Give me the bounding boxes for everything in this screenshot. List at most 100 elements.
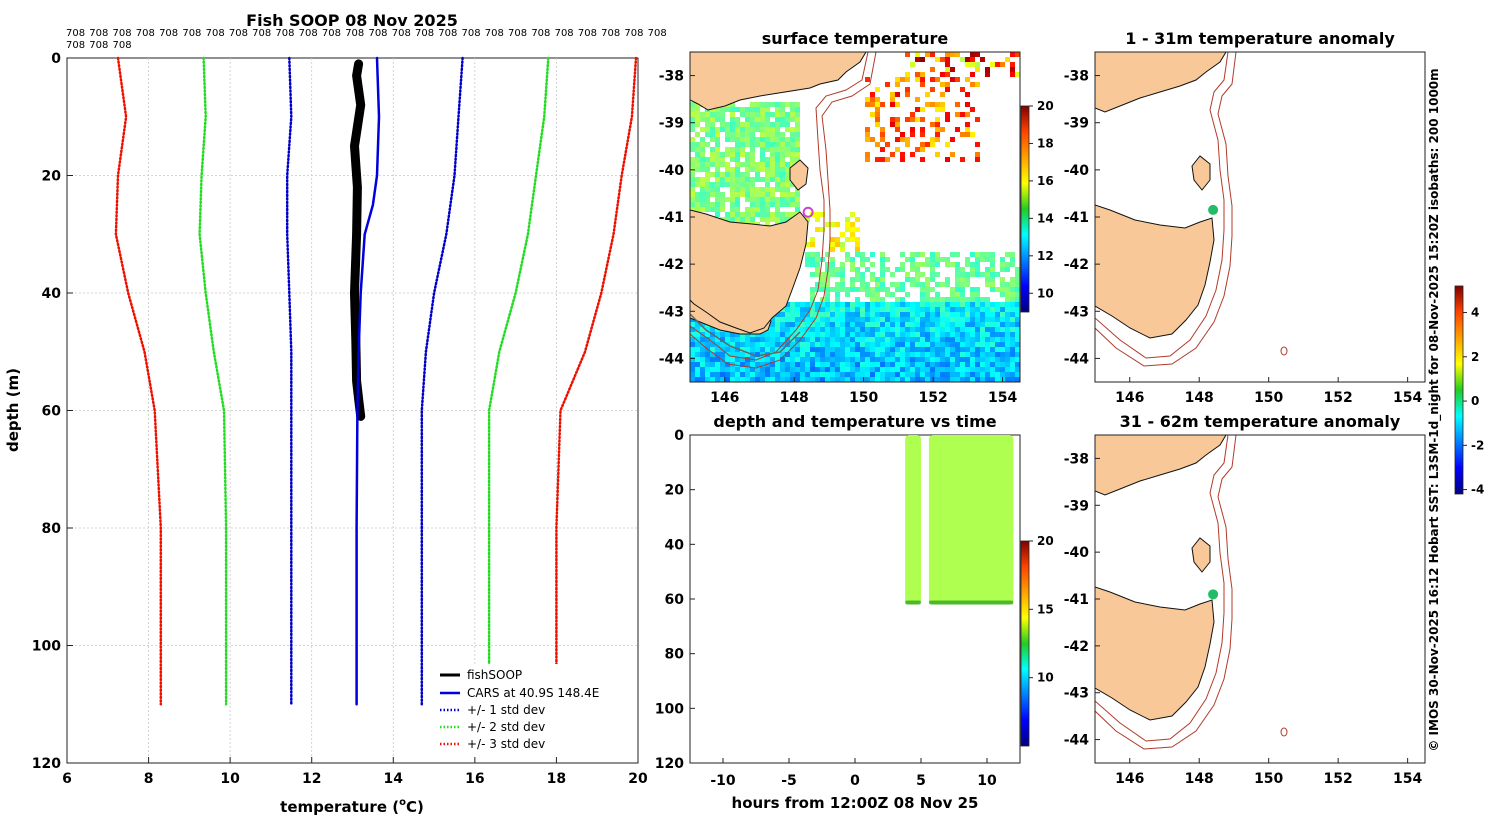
sst-cell: [760, 372, 765, 377]
sst-cell: [1000, 312, 1005, 317]
sst-cell: [735, 377, 740, 382]
sst-cell: [790, 352, 795, 357]
sst-cell: [795, 122, 800, 127]
sst-cell: [950, 307, 955, 312]
sst-cell: [960, 287, 965, 292]
sst-cell: [875, 117, 880, 122]
sst-cell: [980, 272, 985, 277]
sst-cell: [920, 107, 925, 112]
x-tick-label: 146: [710, 390, 739, 406]
sst-cell: [780, 167, 785, 172]
sst-cell: [770, 327, 775, 332]
sst-cell: [750, 182, 755, 187]
sst-cell: [815, 362, 820, 367]
sst-cell: [895, 352, 900, 357]
sst-cell: [950, 357, 955, 362]
sst-cell: [785, 197, 790, 202]
sst-cell: [785, 117, 790, 122]
sst-cell: [710, 112, 715, 117]
sst-cell: [1010, 352, 1015, 357]
sst-cell: [785, 217, 790, 222]
sst-cell: [895, 302, 900, 307]
sst-cell: [920, 287, 925, 292]
sst-cell: [975, 287, 980, 292]
sst-cell: [825, 222, 830, 227]
sst-cell: [805, 302, 810, 307]
sst-cell: [735, 337, 740, 342]
sst-cell: [900, 77, 905, 82]
sst-cell: [730, 157, 735, 162]
sst-cell: [905, 322, 910, 327]
sst-cell: [730, 347, 735, 352]
sst-cell: [925, 262, 930, 267]
sst-cell: [960, 352, 965, 357]
sst-cell: [930, 277, 935, 282]
sst-cell: [885, 347, 890, 352]
sst-cell: [1000, 267, 1005, 272]
sst-cell: [865, 352, 870, 357]
colorbar-tick-label: 2: [1471, 350, 1479, 364]
sst-cell: [940, 342, 945, 347]
sst-cell: [940, 362, 945, 367]
sst-cell: [910, 332, 915, 337]
sst-cell: [770, 167, 775, 172]
sst-cell: [870, 292, 875, 297]
sst-cell: [760, 332, 765, 337]
sst-cell: [855, 252, 860, 257]
sst-cell: [790, 117, 795, 122]
sst-cell: [925, 302, 930, 307]
sst-cell: [785, 172, 790, 177]
sst-cell: [695, 107, 700, 112]
sst-cell: [850, 277, 855, 282]
sst-cell: [985, 332, 990, 337]
sst-cell: [755, 102, 760, 107]
sst-cell: [765, 192, 770, 197]
sst-cell: [845, 352, 850, 357]
sst-cell: [955, 277, 960, 282]
sst-cell: [1005, 57, 1010, 62]
sst-cell: [765, 122, 770, 127]
sst-cell: [875, 122, 880, 127]
y-tick-label: 20: [42, 169, 62, 185]
sst-cell: [985, 347, 990, 352]
sst-cell: [970, 302, 975, 307]
sst-cell: [760, 202, 765, 207]
sst-cell: [760, 132, 765, 137]
sst-cell: [765, 217, 770, 222]
sst-cell: [815, 282, 820, 287]
sst-cell: [875, 332, 880, 337]
sst-cell: [985, 72, 990, 77]
sst-cell: [980, 342, 985, 347]
sst-cell: [845, 337, 850, 342]
sst-cell: [860, 372, 865, 377]
sst-cell: [985, 307, 990, 312]
sst-cell: [825, 277, 830, 282]
sst-cell: [925, 317, 930, 322]
sst-cell: [715, 152, 720, 157]
sst-cell: [790, 152, 795, 157]
sst-cell: [805, 372, 810, 377]
sst-cell: [830, 322, 835, 327]
sst-cell: [785, 307, 790, 312]
sst-cell: [910, 372, 915, 377]
sst-cell: [705, 207, 710, 212]
sst-cell: [750, 197, 755, 202]
sst-cell: [840, 242, 845, 247]
sst-cell: [975, 252, 980, 257]
sst-cell: [875, 337, 880, 342]
sst-cell: [980, 317, 985, 322]
colorbar-tick-label: 12: [1037, 249, 1054, 263]
sst-cell: [885, 302, 890, 307]
sst-cell: [770, 142, 775, 147]
sst-cell: [720, 182, 725, 187]
sst-cell: [795, 117, 800, 122]
sst-cell: [905, 342, 910, 347]
sst-cell: [865, 362, 870, 367]
sst-cell: [690, 347, 695, 352]
sst-cell: [890, 347, 895, 352]
sst-cell: [735, 107, 740, 112]
sst-cell: [700, 182, 705, 187]
sst-cell: [925, 362, 930, 367]
sst-cell: [870, 312, 875, 317]
sst-cell: [1015, 287, 1020, 292]
